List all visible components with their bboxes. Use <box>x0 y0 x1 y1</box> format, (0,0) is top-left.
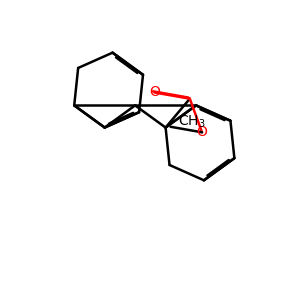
Text: CH$_3$: CH$_3$ <box>178 114 206 130</box>
Text: O: O <box>196 125 208 139</box>
Text: O: O <box>149 85 160 100</box>
